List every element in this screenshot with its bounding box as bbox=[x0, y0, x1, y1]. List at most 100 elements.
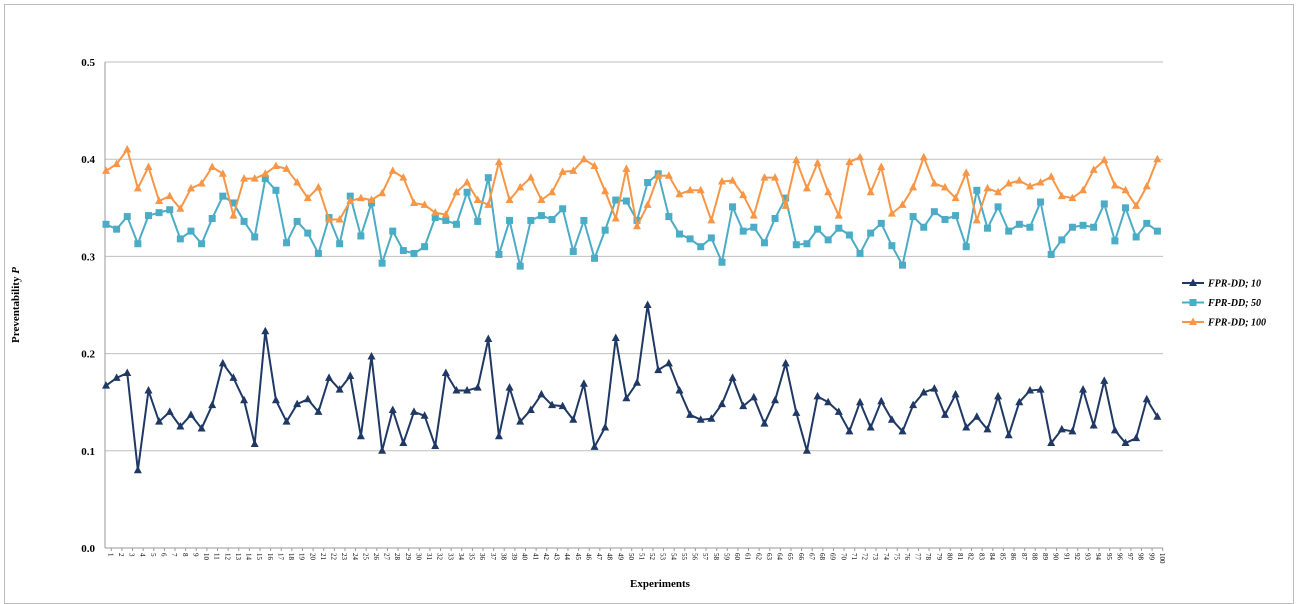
data-point bbox=[845, 231, 853, 239]
series-group bbox=[102, 144, 1162, 474]
data-point bbox=[1015, 220, 1023, 228]
data-point bbox=[526, 405, 535, 413]
data-point bbox=[251, 233, 259, 241]
data-point bbox=[155, 196, 164, 204]
x-tick-label: 34 bbox=[457, 553, 465, 561]
data-point bbox=[1142, 394, 1151, 403]
x-tick-label: 64 bbox=[776, 553, 784, 561]
data-point bbox=[909, 400, 918, 409]
data-point bbox=[282, 164, 291, 172]
data-point bbox=[229, 211, 238, 219]
data-point bbox=[739, 227, 747, 235]
data-point bbox=[399, 247, 407, 255]
data-point bbox=[271, 395, 280, 404]
data-point bbox=[548, 215, 556, 223]
x-tick-label: 100 bbox=[1158, 553, 1166, 564]
x-tick-label: 7 bbox=[170, 553, 178, 557]
data-point bbox=[962, 243, 970, 251]
y-tick-labels: 0.0 0.1 0.2 0.3 0.4 0.5 bbox=[81, 57, 95, 555]
data-point bbox=[834, 407, 843, 415]
data-point bbox=[304, 229, 312, 237]
data-point bbox=[558, 167, 567, 175]
x-tick-label: 76 bbox=[903, 553, 911, 561]
data-point bbox=[1132, 233, 1140, 241]
x-tick-label: 73 bbox=[871, 553, 879, 561]
data-point bbox=[165, 191, 174, 200]
data-point bbox=[208, 400, 217, 409]
series-line bbox=[105, 147, 1159, 230]
data-point bbox=[197, 423, 206, 432]
data-point bbox=[750, 223, 758, 231]
x-tick-label: 71 bbox=[850, 553, 858, 561]
data-point bbox=[952, 212, 960, 220]
x-tick-label: 39 bbox=[510, 553, 518, 561]
data-point bbox=[951, 389, 960, 398]
data-point bbox=[686, 235, 694, 243]
y-axis-title: Preventability P bbox=[10, 267, 22, 343]
data-point bbox=[739, 401, 748, 410]
data-point bbox=[431, 214, 439, 222]
data-point bbox=[516, 262, 524, 270]
data-point bbox=[314, 249, 322, 257]
x-tick-label: 36 bbox=[478, 553, 486, 561]
data-point bbox=[962, 168, 971, 176]
data-point bbox=[675, 386, 684, 394]
data-point bbox=[346, 192, 354, 200]
x-tick-label: 67 bbox=[807, 553, 815, 561]
data-point bbox=[399, 173, 408, 181]
x-tick-label: 12 bbox=[223, 553, 231, 561]
data-point bbox=[664, 358, 673, 367]
x-tick-label: 77 bbox=[914, 553, 922, 561]
data-point bbox=[824, 397, 833, 406]
data-point bbox=[696, 415, 705, 423]
data-point bbox=[579, 379, 588, 387]
x-tick-label: 20 bbox=[308, 553, 316, 561]
data-point bbox=[1100, 200, 1108, 208]
data-point bbox=[303, 394, 312, 403]
data-point bbox=[760, 419, 769, 427]
data-point bbox=[654, 171, 663, 179]
data-point bbox=[505, 195, 514, 204]
x-tick-label: 19 bbox=[298, 553, 306, 561]
data-point bbox=[1121, 185, 1130, 194]
data-point bbox=[675, 189, 684, 198]
data-point bbox=[643, 200, 652, 208]
data-point bbox=[941, 215, 949, 223]
x-tick-label: 35 bbox=[468, 553, 476, 561]
data-point bbox=[208, 214, 216, 222]
data-point bbox=[739, 190, 748, 199]
data-point bbox=[686, 185, 695, 194]
data-point bbox=[1037, 198, 1045, 206]
data-point bbox=[792, 155, 801, 164]
data-point bbox=[452, 220, 460, 228]
x-tick-label: 88 bbox=[1030, 553, 1038, 561]
data-point bbox=[505, 383, 514, 391]
x-tick-label: 68 bbox=[818, 553, 826, 561]
data-point bbox=[198, 240, 206, 248]
x-tick-label: 30 bbox=[414, 553, 422, 561]
data-point bbox=[802, 446, 811, 454]
data-point bbox=[346, 196, 355, 204]
x-tick-label: 1 bbox=[107, 553, 115, 557]
data-point bbox=[994, 187, 1003, 196]
data-point bbox=[983, 224, 991, 232]
data-point bbox=[983, 183, 992, 192]
data-point bbox=[325, 214, 334, 223]
data-point bbox=[293, 399, 302, 408]
x-tick-label: 4 bbox=[138, 553, 146, 557]
x-tick-label: 65 bbox=[786, 553, 794, 561]
x-tick-label: 13 bbox=[234, 553, 242, 561]
data-point bbox=[155, 417, 164, 425]
data-point bbox=[1068, 193, 1077, 202]
data-point bbox=[283, 239, 291, 247]
data-point bbox=[920, 223, 928, 231]
x-tick-label: 86 bbox=[1009, 553, 1017, 561]
data-point bbox=[176, 422, 185, 430]
data-point bbox=[293, 178, 302, 186]
data-point bbox=[526, 173, 535, 181]
data-point bbox=[792, 241, 800, 249]
data-point bbox=[1142, 181, 1151, 190]
x-tick-label: 48 bbox=[606, 553, 614, 561]
x-tick-label: 80 bbox=[945, 553, 953, 561]
data-point bbox=[686, 410, 695, 418]
